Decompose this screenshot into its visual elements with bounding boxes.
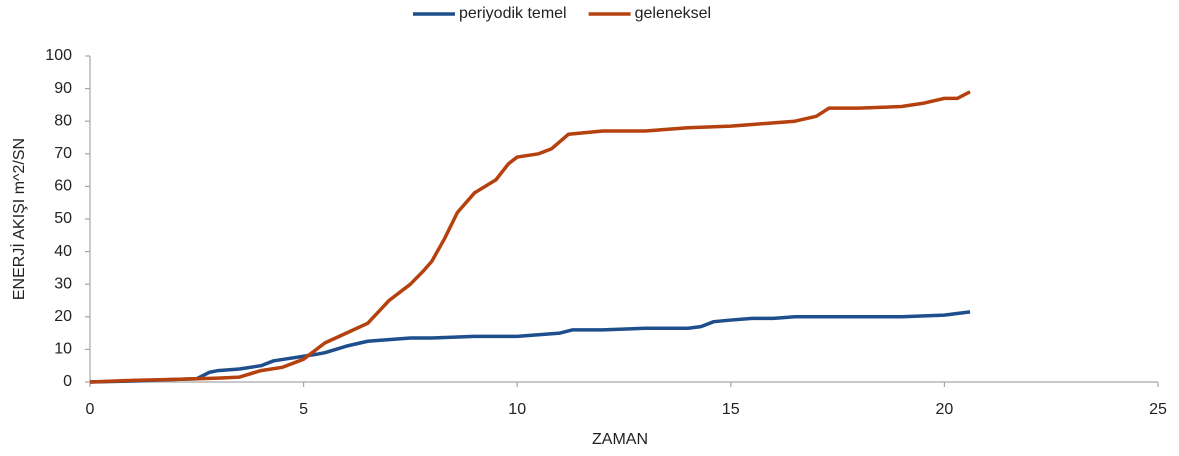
x-tick-label: 15 — [722, 401, 740, 418]
y-tick-label: 90 — [54, 80, 72, 97]
y-tick-label: 0 — [63, 373, 72, 390]
y-tick-label: 30 — [54, 275, 72, 292]
y-tick-label: 100 — [45, 47, 72, 64]
x-axis-label: ZAMAN — [592, 431, 648, 448]
legend-label: geleneksel — [635, 5, 712, 22]
y-axis-label: ENERJİ AKIŞI m^2/SN — [9, 138, 28, 300]
x-tick-label: 20 — [936, 401, 954, 418]
x-tick-label: 0 — [86, 401, 95, 418]
legend-label: periyodik temel — [459, 5, 567, 22]
y-tick-label: 80 — [54, 112, 72, 129]
y-tick-label: 70 — [54, 145, 72, 162]
y-tick-label: 50 — [54, 210, 72, 227]
data-line — [89, 90, 971, 384]
y-tick-label: 60 — [54, 178, 72, 195]
x-tick-label: 5 — [299, 401, 308, 418]
x-tick-label: 25 — [1149, 401, 1167, 418]
data-line — [89, 310, 971, 384]
y-tick-label: 10 — [54, 341, 72, 358]
y-tick-label: 20 — [54, 308, 72, 325]
y-tick-label: 40 — [54, 243, 72, 260]
x-tick-label: 10 — [508, 401, 526, 418]
